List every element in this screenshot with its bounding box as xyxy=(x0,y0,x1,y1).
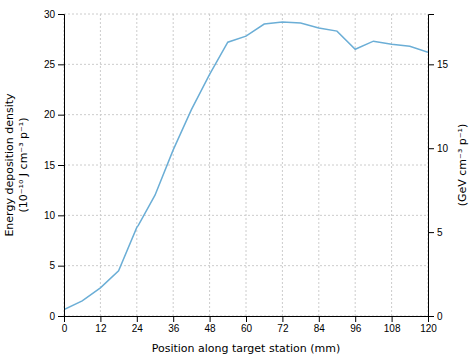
tick-label: 60 xyxy=(241,323,253,334)
grid-line xyxy=(64,14,428,15)
grid-line xyxy=(355,14,356,316)
grid-line xyxy=(391,14,392,316)
tick-mark xyxy=(137,316,138,322)
tick-label: 84 xyxy=(314,323,326,334)
tick-label: 36 xyxy=(168,323,180,334)
tick: 0 xyxy=(428,311,443,322)
y-axis-title-line: Energy deposition density xyxy=(3,93,16,237)
tick-mark xyxy=(392,316,393,322)
tick-mark xyxy=(58,215,64,216)
plot-area xyxy=(64,22,428,309)
tick-label: 96 xyxy=(350,323,362,334)
tick-label: 10 xyxy=(437,143,449,154)
tick: 60 xyxy=(241,316,253,334)
tick-label: 72 xyxy=(277,323,289,334)
y2-axis: 0 5 10 15 xyxy=(428,15,449,322)
tick-label: 0 xyxy=(49,311,55,322)
tick-mark xyxy=(58,316,64,317)
data-line xyxy=(64,22,428,309)
tick-mark xyxy=(319,316,320,322)
x-axis: 0 12 24 36 48 60 72 84 96 108 120 xyxy=(62,316,438,334)
tick-label: 20 xyxy=(44,109,56,120)
grid-line xyxy=(64,64,428,65)
tick: 84 xyxy=(314,316,326,334)
tick: 30 xyxy=(44,9,64,20)
tick-mark xyxy=(58,64,64,65)
tick: 20 xyxy=(44,109,64,120)
tick: 15 xyxy=(428,59,449,70)
y-axis-title: Energy deposition density(10⁻¹⁰ J cm⁻³ p… xyxy=(3,93,30,237)
grid-line xyxy=(64,265,428,266)
tick-mark xyxy=(428,232,434,233)
tick-label: 0 xyxy=(62,323,68,334)
tick-mark xyxy=(355,316,356,322)
tick: 120 xyxy=(420,316,437,334)
tick-label: 24 xyxy=(132,323,144,334)
tick: 96 xyxy=(350,316,362,334)
y-axis: 0 5 10 15 20 25 30 xyxy=(44,9,65,322)
tick-mark xyxy=(58,115,64,116)
tick-label: 5 xyxy=(437,227,443,238)
tick: 10 xyxy=(428,143,449,154)
tick-label: 0 xyxy=(437,311,443,322)
tick: 48 xyxy=(205,316,217,334)
tick-label: 48 xyxy=(205,323,217,334)
tick: 108 xyxy=(384,316,401,334)
tick-label: 15 xyxy=(437,59,449,70)
tick: 72 xyxy=(277,316,289,334)
axis-line xyxy=(58,15,65,317)
tick-mark xyxy=(58,266,64,267)
tick-mark xyxy=(173,316,174,322)
tick-label: 5 xyxy=(49,260,55,271)
tick: 10 xyxy=(44,210,64,221)
y2-axis-title: (GeV cm⁻³ p⁻¹) xyxy=(456,124,469,207)
grid-line xyxy=(282,14,283,316)
grid-line xyxy=(318,14,319,316)
chart: 0122436486072849610812005101520253005101… xyxy=(0,0,474,360)
tick: 5 xyxy=(428,227,443,238)
tick: 15 xyxy=(44,160,64,171)
grid-line xyxy=(64,215,428,216)
grid xyxy=(64,14,428,316)
tick-label: 30 xyxy=(44,9,56,20)
tick-label: 25 xyxy=(44,59,56,70)
tick: 12 xyxy=(95,316,107,334)
tick: 25 xyxy=(44,59,64,70)
tick-mark xyxy=(58,14,64,15)
tick-mark xyxy=(210,316,211,322)
tick-mark xyxy=(428,316,434,317)
tick: 36 xyxy=(168,316,180,334)
tick: 24 xyxy=(132,316,144,334)
tick-label: 15 xyxy=(44,160,56,171)
tick: 0 xyxy=(62,316,68,334)
tick-label: 120 xyxy=(420,323,437,334)
tick-mark xyxy=(246,316,247,322)
tick-mark xyxy=(428,64,434,65)
tick-mark xyxy=(58,165,64,166)
tick-label: 10 xyxy=(44,210,56,221)
tick-mark xyxy=(100,316,101,322)
x-axis-title: Position along target station (mm) xyxy=(152,342,341,355)
tick: 0 xyxy=(49,311,64,322)
grid-line xyxy=(64,165,428,166)
axis-line xyxy=(429,15,435,317)
y-axis-title-line: (10⁻¹⁰ J cm⁻³ p⁻¹) xyxy=(17,117,30,212)
tick-label: 12 xyxy=(95,323,107,334)
tick-label: 108 xyxy=(384,323,401,334)
axis-line xyxy=(65,317,429,323)
tick-mark xyxy=(428,148,434,149)
tick: 5 xyxy=(49,260,64,271)
grid-line xyxy=(64,114,428,115)
tick-mark xyxy=(282,316,283,322)
